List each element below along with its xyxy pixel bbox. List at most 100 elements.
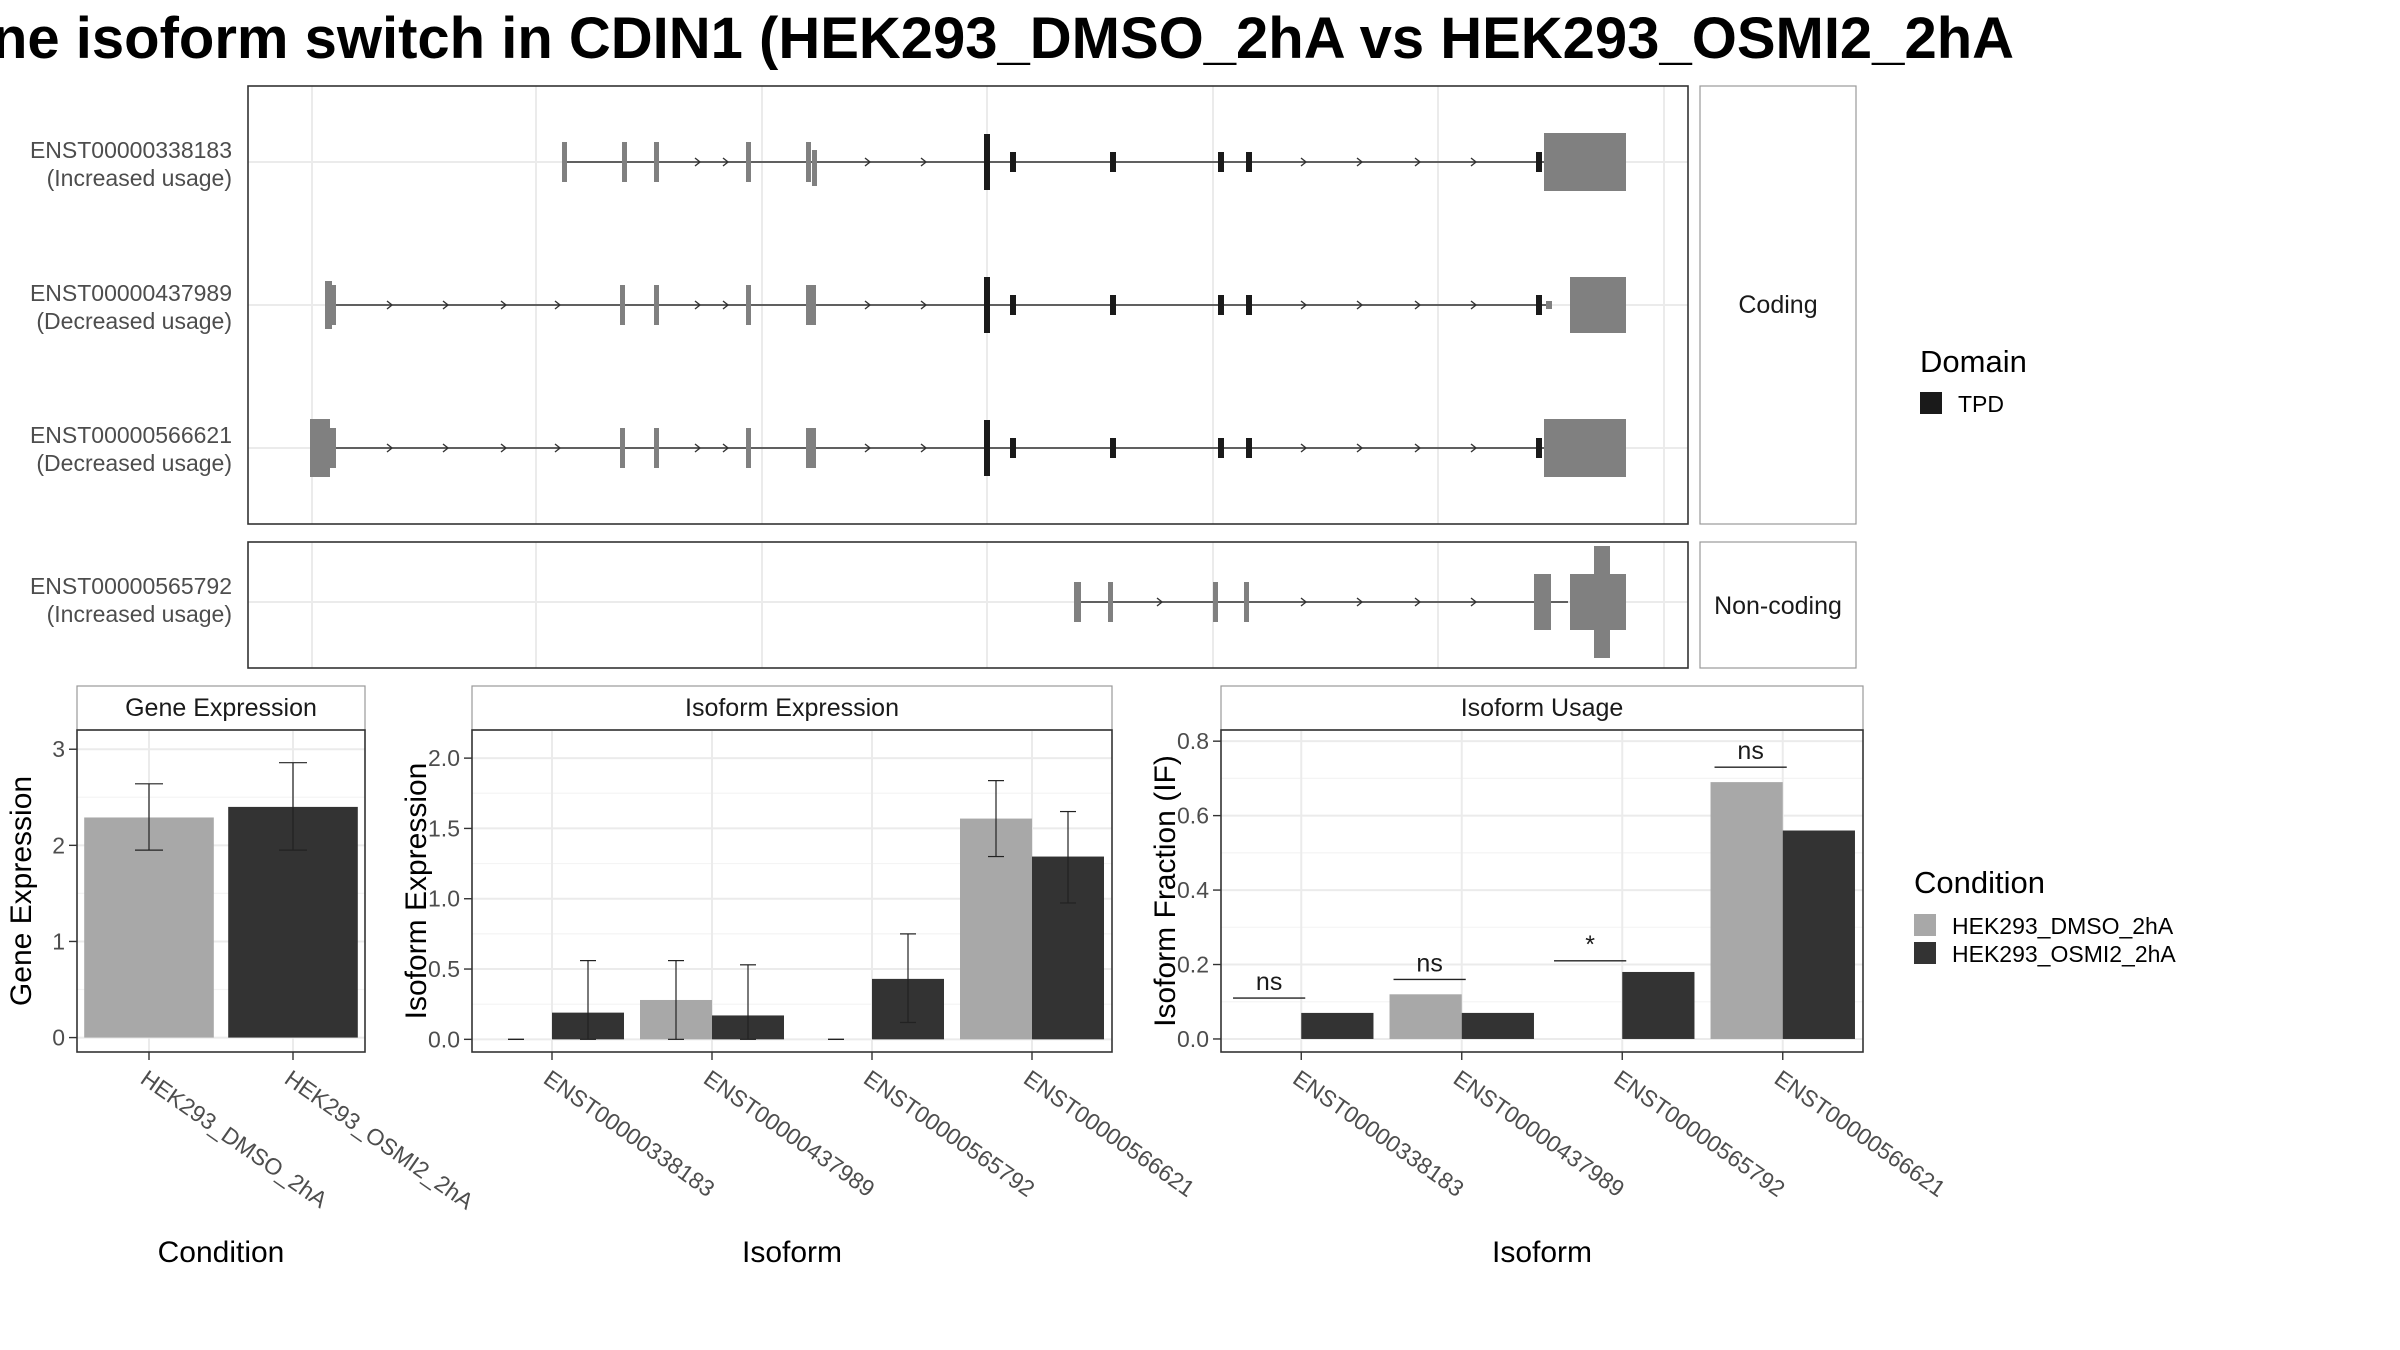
domain-exon — [1218, 152, 1224, 172]
domain-exon — [984, 134, 990, 190]
domain-exon — [1218, 438, 1224, 458]
strand-arrow — [1156, 597, 1164, 607]
y-tick-label: 0.0 — [1177, 1026, 1209, 1052]
y-axis-title: Isoform Expression — [400, 763, 433, 1020]
exon — [746, 285, 751, 325]
legend-label-osmi: HEK293_OSMI2_2hA — [1952, 941, 2176, 967]
exon — [806, 285, 816, 325]
strand-arrow — [722, 300, 730, 310]
strand-arrow — [1300, 300, 1308, 310]
strip-noncoding — [1699, 541, 1857, 669]
exon — [1213, 582, 1218, 622]
row-label-usage: (Decreased usage) — [36, 450, 232, 476]
y-tick-label: 0.0 — [428, 1026, 460, 1052]
strand-arrow — [1414, 157, 1422, 167]
domain-exon — [1110, 295, 1116, 315]
strand-arrow — [1414, 597, 1422, 607]
exon — [620, 285, 625, 325]
x-tick-label: ENST00000565792 — [1609, 1065, 1789, 1202]
legend-label-tpd: TPD — [1958, 391, 2004, 417]
exon — [1570, 277, 1626, 333]
row-label-id: ENST00000565792 — [30, 573, 232, 599]
exon — [620, 428, 625, 468]
strand-arrow — [442, 443, 450, 453]
y-tick-label: 0.5 — [428, 956, 460, 982]
strand-arrow — [1356, 157, 1364, 167]
x-tick-label: ENST00000338183 — [539, 1065, 719, 1202]
isoform-usage-panel: Isoform Usage ns ns * ns 0.0 0.2 0.4 0.6 0.8 ENST0… — [1149, 685, 1950, 1269]
strand-arrow — [442, 300, 450, 310]
structure-panel: Coding Non-coding ENST00000338183 (Incre… — [30, 85, 1857, 669]
domain-exon — [1246, 152, 1252, 172]
condition-legend-title: Condition — [1914, 865, 2045, 900]
row-label-id: ENST00000338183 — [30, 137, 232, 163]
strand-arrow — [920, 157, 928, 167]
strand-arrow — [1356, 300, 1364, 310]
y-axis-title: Gene Expression — [5, 776, 38, 1006]
domain-exon — [1536, 152, 1542, 172]
y-tick-label: 0.2 — [1177, 952, 1209, 978]
y-tick-label: 1.5 — [428, 815, 460, 841]
exon — [1544, 419, 1626, 477]
significance-label: * — [1585, 931, 1595, 959]
domain-exon — [984, 277, 990, 333]
exon — [1534, 574, 1551, 630]
domain-exon — [1010, 295, 1016, 315]
x-tick-label: ENST00000566621 — [1770, 1065, 1950, 1202]
strip-noncoding-label: Non-coding — [1714, 592, 1842, 620]
domain-exon — [1246, 438, 1252, 458]
exon — [746, 428, 751, 468]
strip-coding — [1699, 85, 1857, 525]
x-tick-label: ENST00000437989 — [699, 1065, 879, 1202]
bar — [1301, 1012, 1374, 1039]
strand-arrow — [722, 443, 730, 453]
x-tick-label: ENST00000566621 — [1019, 1065, 1199, 1202]
strand-arrow — [554, 443, 562, 453]
strand-arrow — [554, 300, 562, 310]
panel-border — [76, 729, 366, 1053]
domain-exon — [1110, 152, 1116, 172]
y-tick-label: 0.6 — [1177, 803, 1209, 829]
exon — [1544, 133, 1626, 191]
exon — [310, 419, 330, 477]
strand-arrow — [694, 443, 702, 453]
y-tick-label: 0.4 — [1177, 877, 1209, 903]
panel-strip — [76, 685, 366, 731]
strand-arrow — [1414, 300, 1422, 310]
strand-arrow — [694, 157, 702, 167]
significance-label: ns — [1737, 737, 1763, 765]
legend-label-dmso: HEK293_DMSO_2hA — [1952, 913, 2174, 939]
domain-exon — [1010, 438, 1016, 458]
strand-arrow — [1300, 157, 1308, 167]
exon — [1074, 582, 1081, 622]
x-tick-label: ENST00000437989 — [1449, 1065, 1629, 1202]
legend-swatch-tpd — [1920, 392, 1942, 414]
bar — [1782, 830, 1855, 1039]
strand-arrow — [1470, 300, 1478, 310]
strand-arrow — [694, 300, 702, 310]
bar — [1389, 994, 1462, 1039]
strand-arrow — [1300, 597, 1308, 607]
exon — [330, 428, 336, 468]
exon — [1244, 582, 1249, 622]
strand-arrow — [500, 443, 508, 453]
isoform-expression-panel: Isoform Expression 0.0 0.5 1.0 1.5 2.0 ENST000… — [400, 685, 1200, 1269]
y-tick-label: 3 — [52, 736, 65, 762]
figure-title: ne isoform switch in CDIN1 (HEK293_DMSO_… — [0, 6, 2014, 71]
row-label-usage: (Decreased usage) — [36, 308, 232, 334]
strand-arrow — [1470, 443, 1478, 453]
domain-exon — [1536, 295, 1542, 315]
y-tick-label: 2.0 — [428, 745, 460, 771]
strand-arrow — [1414, 443, 1422, 453]
x-axis-title: Isoform — [1492, 1236, 1592, 1269]
strand-arrow — [920, 300, 928, 310]
row-label-id: ENST00000566621 — [30, 422, 232, 448]
coding-panel-border — [247, 85, 1689, 525]
bar — [1622, 971, 1695, 1039]
strand-arrow — [386, 443, 394, 453]
row-label-id: ENST00000437989 — [30, 280, 232, 306]
domain-legend-title: Domain — [1920, 344, 2027, 379]
row-label-usage: (Increased usage) — [47, 165, 232, 191]
y-tick-label: 2 — [52, 832, 65, 858]
